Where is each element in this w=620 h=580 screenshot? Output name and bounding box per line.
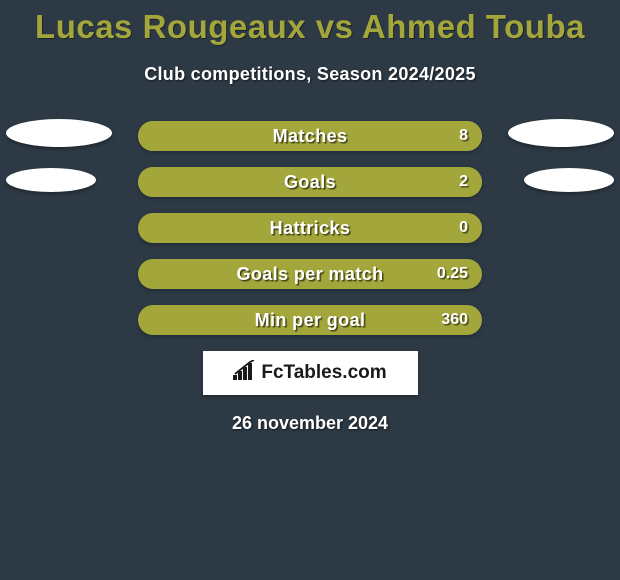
bar-value: 0.25 — [437, 259, 468, 289]
player-right-marker — [524, 168, 614, 192]
bar-label: Matches — [138, 121, 482, 151]
footer-date: 26 november 2024 — [0, 413, 620, 434]
stat-row: Goals2 — [0, 167, 620, 213]
page-title: Lucas Rougeaux vs Ahmed Touba — [0, 8, 620, 46]
bar-label: Hattricks — [138, 213, 482, 243]
stat-row: Min per goal360 — [0, 305, 620, 351]
player-left-marker — [6, 168, 96, 192]
comparison-chart: Matches8Goals2Hattricks0Goals per match0… — [0, 121, 620, 351]
brand-box: FcTables.com — [203, 351, 418, 395]
bar-value: 2 — [459, 167, 468, 197]
brand-text: FcTables.com — [261, 362, 386, 384]
player-left-marker — [6, 119, 112, 147]
bar-label: Goals — [138, 167, 482, 197]
bar-label: Min per goal — [138, 305, 482, 335]
page-subtitle: Club competitions, Season 2024/2025 — [0, 64, 620, 85]
bar-value: 8 — [459, 121, 468, 151]
bars-icon — [233, 360, 257, 387]
bar-value: 0 — [459, 213, 468, 243]
player-right-marker — [508, 119, 614, 147]
stat-row: Goals per match0.25 — [0, 259, 620, 305]
bar-label: Goals per match — [138, 259, 482, 289]
stat-row: Matches8 — [0, 121, 620, 167]
stat-row: Hattricks0 — [0, 213, 620, 259]
bar-value: 360 — [441, 305, 468, 335]
